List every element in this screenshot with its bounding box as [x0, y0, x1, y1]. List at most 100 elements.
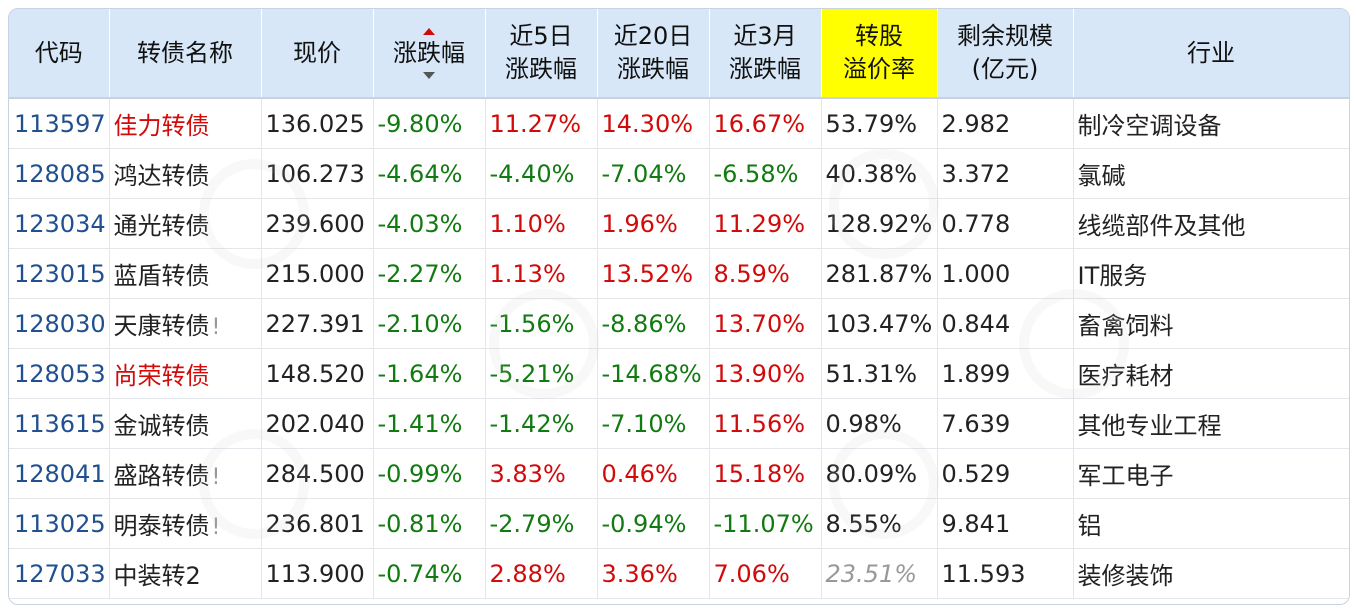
bond-code-link[interactable]: 128041: [9, 448, 110, 499]
bond-name-link[interactable]: 明泰转债!: [109, 498, 262, 549]
industry-cell: 医疗耗材: [1073, 348, 1349, 399]
5d-change-cell: 3.83%: [485, 448, 598, 499]
header-remaining-scale[interactable]: 剩余规模 (亿元): [937, 9, 1074, 99]
warning-flag-icon: !: [211, 515, 221, 540]
table-row[interactable]: 113597 佳力转债 136.025 -9.80% 11.27% 14.30% 16.67…: [9, 98, 1349, 149]
scale-cell: 0.778: [937, 198, 1074, 249]
table-row[interactable]: 113615 金诚转债 202.040 -1.41% -1.42% -7.10% 11.56…: [9, 398, 1349, 449]
change-cell: -9.80%: [373, 98, 486, 149]
table-row[interactable]: 123015 蓝盾转债 215.000 -2.27% 1.13% 13.52% 8.59% 2…: [9, 248, 1349, 299]
20d-change-cell: -7.04%: [597, 148, 710, 199]
header-20d-change[interactable]: 近20日 涨跌幅: [597, 9, 710, 99]
header-conversion-premium[interactable]: 转股 溢价率: [821, 9, 938, 99]
5d-change-cell: -1.56%: [485, 298, 598, 349]
industry-cell: 制冷空调设备: [1073, 98, 1349, 149]
20d-change-cell: 14.30%: [597, 98, 710, 149]
3m-change-cell: 16.67%: [709, 98, 822, 149]
price-cell: 106.273: [261, 148, 374, 199]
table-row[interactable]: 113025 明泰转债! 236.801 -0.81% -2.79% -0.94% -11.…: [9, 498, 1349, 549]
table-body: 113597 佳力转债 136.025 -9.80% 11.27% 14.30% 16.67…: [9, 98, 1349, 599]
3m-change-cell: 11.56%: [709, 398, 822, 449]
bond-name-link[interactable]: 金诚转债: [109, 398, 262, 449]
scale-cell: 0.529: [937, 448, 1074, 499]
scale-cell: 7.639: [937, 398, 1074, 449]
premium-cell: 128.92%: [821, 198, 938, 249]
price-cell: 202.040: [261, 398, 374, 449]
change-cell: -2.10%: [373, 298, 486, 349]
header-3m-change[interactable]: 近3月 涨跌幅: [709, 9, 822, 99]
5d-change-cell: -1.42%: [485, 398, 598, 449]
header-change[interactable]: 涨跌幅: [373, 9, 486, 99]
bond-code-link[interactable]: 128085: [9, 148, 110, 199]
table-row[interactable]: 128053 尚荣转债 148.520 -1.64% -5.21% -14.68% 13.9…: [9, 348, 1349, 399]
header-code[interactable]: 代码: [9, 9, 110, 99]
5d-change-cell: -2.79%: [485, 498, 598, 549]
premium-cell: 0.98%: [821, 398, 938, 449]
price-cell: 148.520: [261, 348, 374, 399]
price-cell: 215.000: [261, 248, 374, 299]
scale-cell: 1.899: [937, 348, 1074, 399]
bond-name-link[interactable]: 鸿达转债: [109, 148, 262, 199]
change-cell: -4.03%: [373, 198, 486, 249]
table-row[interactable]: 127033 中装转2 113.900 -0.74% 2.88% 3.36% 7.06% 23…: [9, 548, 1349, 599]
bond-code-link[interactable]: 113597: [9, 98, 110, 149]
industry-cell: IT服务: [1073, 248, 1349, 299]
5d-change-cell: 2.88%: [485, 548, 598, 599]
industry-cell: 铝: [1073, 498, 1349, 549]
bond-code-link[interactable]: 123015: [9, 248, 110, 299]
price-cell: 136.025: [261, 98, 374, 149]
bond-code-link[interactable]: 128030: [9, 298, 110, 349]
20d-change-cell: 3.36%: [597, 548, 710, 599]
bond-code-link[interactable]: 113615: [9, 398, 110, 449]
header-price[interactable]: 现价: [261, 9, 374, 99]
header-name[interactable]: 转债名称: [109, 9, 262, 99]
premium-cell: 103.47%: [821, 298, 938, 349]
bond-name-link[interactable]: 盛路转债!: [109, 448, 262, 499]
bond-name-link[interactable]: 中装转2: [109, 548, 262, 599]
price-cell: 236.801: [261, 498, 374, 549]
bond-name-link[interactable]: 蓝盾转债: [109, 248, 262, 299]
industry-cell: 畜禽饲料: [1073, 298, 1349, 349]
table-row[interactable]: 128085 鸿达转债 106.273 -4.64% -4.40% -7.04% -6.58…: [9, 148, 1349, 199]
5d-change-cell: 1.10%: [485, 198, 598, 249]
premium-cell: 51.31%: [821, 348, 938, 399]
bond-name-link[interactable]: 通光转债: [109, 198, 262, 249]
price-cell: 284.500: [261, 448, 374, 499]
sort-down-icon: [423, 71, 435, 79]
industry-cell: 线缆部件及其他: [1073, 198, 1349, 249]
premium-cell: 53.79%: [821, 98, 938, 149]
premium-cell: 8.55%: [821, 498, 938, 549]
table-row[interactable]: 128041 盛路转债! 284.500 -0.99% 3.83% 0.46% 15.18%…: [9, 448, 1349, 499]
industry-cell: 氯碱: [1073, 148, 1349, 199]
change-cell: -4.64%: [373, 148, 486, 199]
change-cell: -2.27%: [373, 248, 486, 299]
bond-name-link[interactable]: 佳力转债: [109, 98, 262, 149]
price-cell: 113.900: [261, 548, 374, 599]
bond-code-link[interactable]: 128053: [9, 348, 110, 399]
table-header-row: 代码 转债名称 现价 涨跌幅 近5日 涨跌幅 近20日 涨跌幅 近3月 涨跌幅 转股溢…: [9, 9, 1349, 99]
change-cell: -0.99%: [373, 448, 486, 499]
bond-code-link[interactable]: 113025: [9, 498, 110, 549]
3m-change-cell: 13.70%: [709, 298, 822, 349]
change-cell: -0.81%: [373, 498, 486, 549]
bond-name-link[interactable]: 天康转债!: [109, 298, 262, 349]
premium-cell: 281.87%: [821, 248, 938, 299]
bond-name-link[interactable]: 尚荣转债: [109, 348, 262, 399]
scale-cell: 11.593: [937, 548, 1074, 599]
table-row[interactable]: 123034 通光转债 239.600 -4.03% 1.10% 1.96% 11.29% 1…: [9, 198, 1349, 249]
sort-indicator: 涨跌幅: [393, 27, 465, 79]
bond-code-link[interactable]: 123034: [9, 198, 110, 249]
scale-cell: 1.000: [937, 248, 1074, 299]
price-cell: 227.391: [261, 298, 374, 349]
scale-cell: 0.844: [937, 298, 1074, 349]
header-industry[interactable]: 行业: [1073, 9, 1349, 99]
convertible-bond-table: 代码 转债名称 现价 涨跌幅 近5日 涨跌幅 近20日 涨跌幅 近3月 涨跌幅 转股溢…: [9, 9, 1349, 599]
premium-cell: 23.51%: [821, 548, 938, 599]
3m-change-cell: 11.29%: [709, 198, 822, 249]
20d-change-cell: 1.96%: [597, 198, 710, 249]
table-row[interactable]: 128030 天康转债! 227.391 -2.10% -1.56% -8.86% 13.7…: [9, 298, 1349, 349]
bond-code-link[interactable]: 127033: [9, 548, 110, 599]
header-5d-change[interactable]: 近5日 涨跌幅: [485, 9, 598, 99]
3m-change-cell: 13.90%: [709, 348, 822, 399]
5d-change-cell: 1.13%: [485, 248, 598, 299]
